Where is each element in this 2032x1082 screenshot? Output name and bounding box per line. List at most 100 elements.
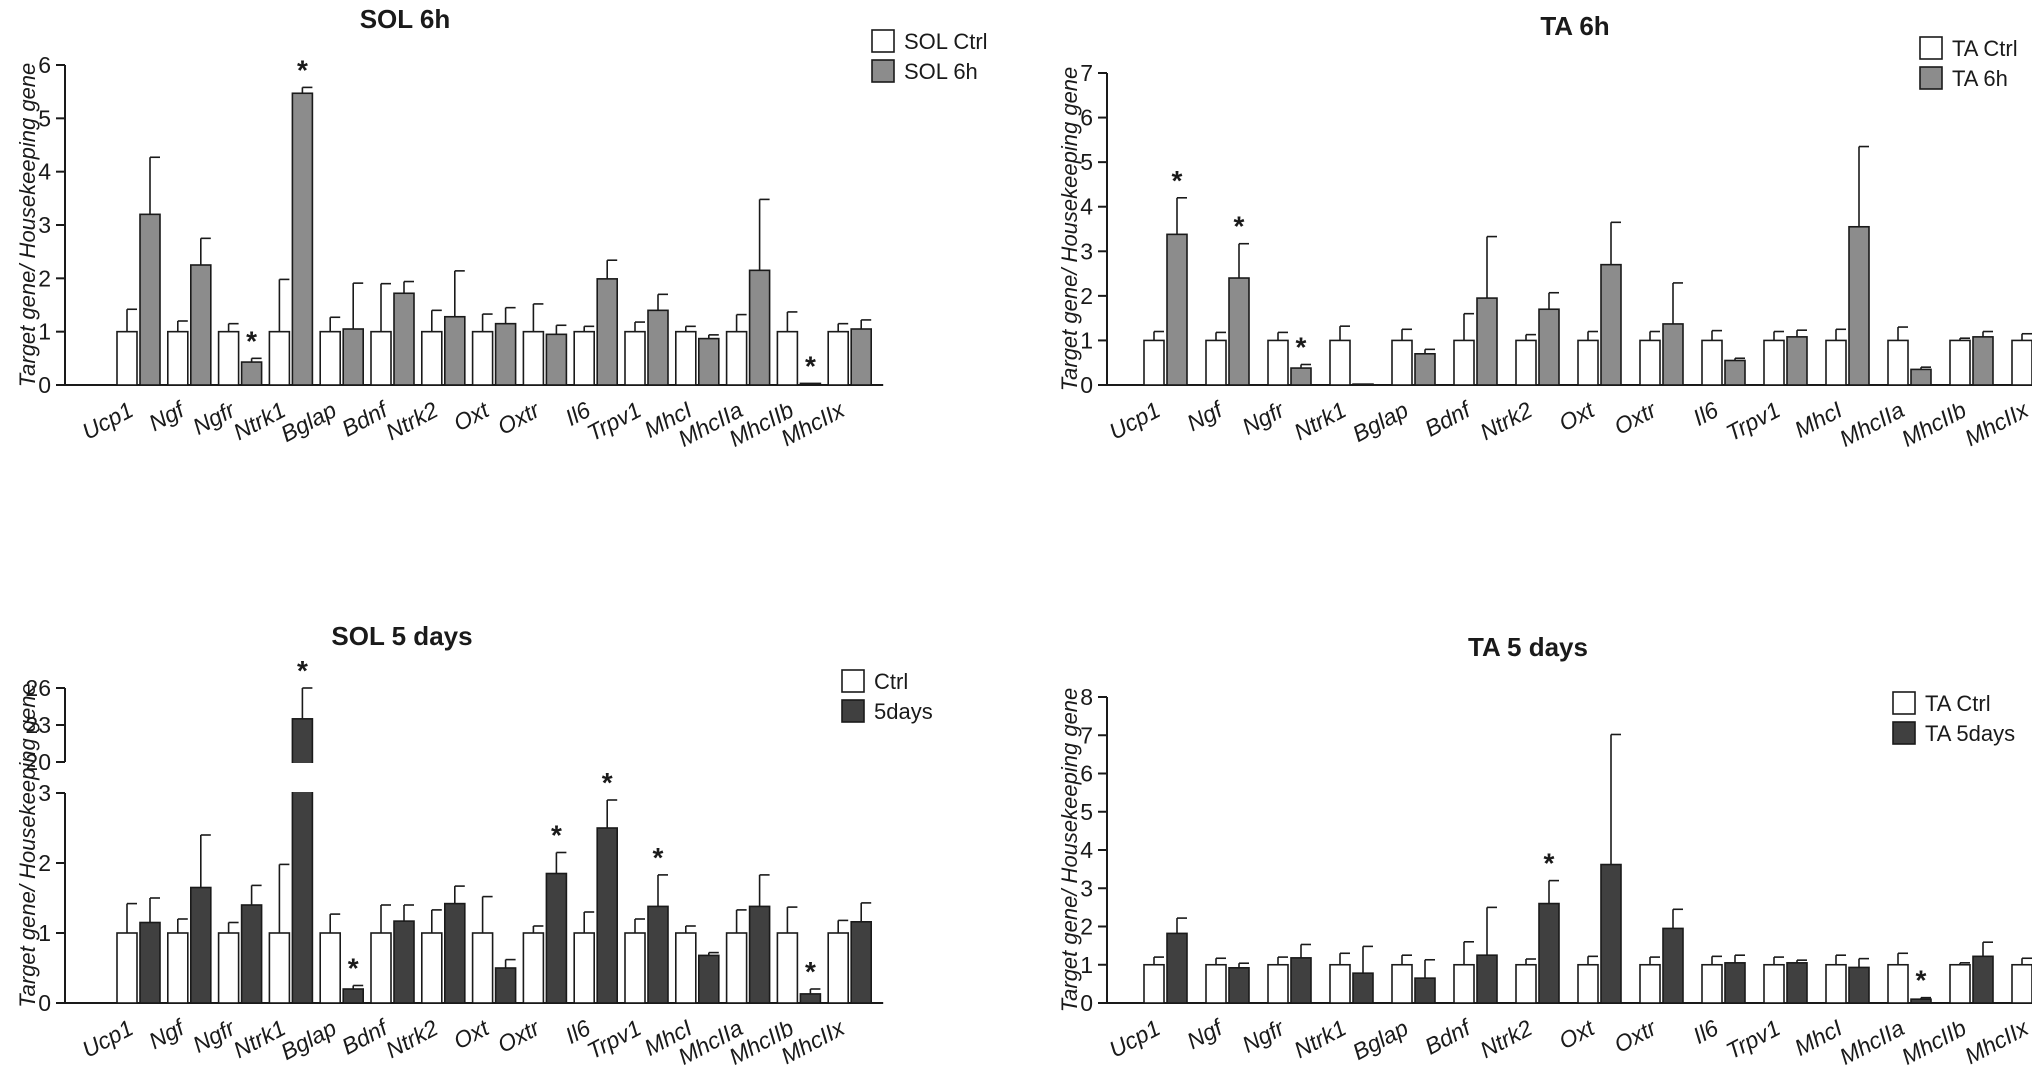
sol-5-days-y-tick-26: 26 xyxy=(25,675,51,701)
ta-5-days-x-tick-ntrk2: Ntrk2 xyxy=(1476,1014,1537,1063)
sol-5-days-bar-ctrl-ntrk1 xyxy=(268,932,291,1004)
sol-6h-bar-sol-6h-bdnf xyxy=(393,292,415,386)
ta-5-days-y-tick-0: 0 xyxy=(1080,990,1093,1016)
sol-6h-bar-sol-ctrl-bdnf xyxy=(370,330,392,386)
ta-6h-x-tick-mhciia: MhcIIa xyxy=(1835,396,1908,451)
ta-5-days-y-tick-1: 1 xyxy=(1080,952,1093,978)
ta-5-days-y-tick-7: 7 xyxy=(1080,722,1093,748)
sol-6h-bar-sol-6h-ntrk1 xyxy=(291,92,314,386)
sol-6h-title: SOL 6h xyxy=(360,4,451,34)
ta-5-days-x-tick-oxtr: Oxtr xyxy=(1610,1014,1662,1058)
sol-6h-significance-ntrk1: * xyxy=(297,54,308,85)
sol-6h-y-tick-0: 0 xyxy=(38,372,51,398)
sol-5-days-bar-ctrl-mhciia xyxy=(725,932,748,1004)
sol-5-days-bar-5days-oxt xyxy=(494,967,517,1004)
sol-6h-significance-ngfr: * xyxy=(246,325,257,356)
sol-6h-bar-sol-6h-mhciix xyxy=(850,328,873,386)
ta-5-days-legend-swatch-ta-5days xyxy=(1892,721,1916,745)
ta-6h-bar-ta-ctrl-trpv1 xyxy=(1763,339,1785,386)
sol-6h-y-tick-1: 1 xyxy=(38,319,51,345)
sol-6h-x-tick-ntrk2: Ntrk2 xyxy=(381,396,442,445)
sol-5-days-bar-5days-trpv1 xyxy=(647,905,669,1004)
sol-5-days-bar-ctrl-ucp1 xyxy=(116,932,138,1004)
sol-6h-x-tick-bglap: Bglap xyxy=(276,396,340,447)
ta-6h-bar-ta-ctrl-ngf xyxy=(1205,339,1227,386)
ta-6h-x-tick-mhciix: MhcIIx xyxy=(1960,396,2032,451)
ta-5-days-y-tick-2: 2 xyxy=(1080,914,1093,940)
ta-5-days-bar-ta-ctrl-oxt xyxy=(1577,963,1599,1004)
ta-6h-bar-ta-6h-ntrk1 xyxy=(1352,383,1374,386)
ta-6h-significance-ucp1: * xyxy=(1172,165,1183,196)
ta-5-days-bar-ta-ctrl-mhciib xyxy=(1949,963,1971,1004)
sol-5-days-bar-5days-ngfr xyxy=(240,904,263,1004)
ta-5-days-bar-ta-5days-trpv1 xyxy=(1786,962,1808,1004)
sol-6h-bar-sol-ctrl-trpv1 xyxy=(624,330,646,386)
sol-5-days-bar-ctrl-bdnf xyxy=(370,932,392,1004)
ta-6h-bar-ta-ctrl-mhciib xyxy=(1949,339,1971,386)
ta-5-days-bar-ta-5days-ucp1 xyxy=(1166,932,1188,1004)
ta-5-days-bar-ta-ctrl-trpv1 xyxy=(1763,963,1785,1004)
sol-5-days-x-tick-ngf: Ngf xyxy=(144,1013,190,1054)
sol-6h-bar-sol-6h-mhci xyxy=(697,337,720,386)
ta-5-days-bar-ta-5days-ntrk1 xyxy=(1352,972,1374,1004)
ta-5-days-legend-label-ta-ctrl: TA Ctrl xyxy=(1925,691,1991,716)
ta-6h-legend-label-ta-ctrl: TA Ctrl xyxy=(1952,36,2018,61)
sol-5-days-bar-5days-bglap xyxy=(342,988,365,1004)
ta-5-days-bar-ta-5days-mhci xyxy=(1848,966,1870,1004)
ta-5-days-significance-ntrk2: * xyxy=(1544,848,1555,879)
sol-5-days-bar-5days-ucp1 xyxy=(139,921,161,1004)
sol-5-days-bar-ctrl-mhciix xyxy=(827,932,850,1004)
sol-5-days-bar-5days-ngf xyxy=(190,886,212,1004)
ta-5-days-y-tick-5: 5 xyxy=(1080,799,1093,825)
ta-6h-x-tick-ucp1: Ucp1 xyxy=(1105,396,1165,444)
ta-6h-bar-ta-6h-trpv1 xyxy=(1786,336,1808,386)
ta-5-days-bar-ta-5days-mhciib xyxy=(1972,955,1994,1004)
ta-6h-x-tick-il6: Il6 xyxy=(1689,396,1723,430)
sol-5-days-legend-label-5days: 5days xyxy=(874,699,933,724)
sol-5-days-x-tick-ntrk2: Ntrk2 xyxy=(381,1014,442,1063)
ta-6h-y-tick-0: 0 xyxy=(1080,372,1093,398)
ta-6h-x-tick-oxt: Oxt xyxy=(1555,396,1600,437)
sol-5-days-bar-ctrl-trpv1 xyxy=(624,932,646,1004)
sol-5-days-significance-ntrk1: * xyxy=(297,655,308,686)
sol-6h-x-tick-ngfr: Ngfr xyxy=(188,396,240,440)
ta-6h-legend-label-ta-6h: TA 6h xyxy=(1952,66,2008,91)
sol-5-days-legend-swatch-ctrl xyxy=(841,669,865,693)
sol-6h-y-tick-4: 4 xyxy=(38,159,51,185)
ta-6h-x-tick-mhciib: MhcIIb xyxy=(1897,396,1970,451)
sol-5-days-bar-5days-bdnf xyxy=(393,920,415,1004)
ta-6h-bar-ta-6h-oxt xyxy=(1600,263,1622,386)
ta-6h-bar-ta-6h-ntrk2 xyxy=(1538,308,1560,386)
ta-5-days-x-tick-ngfr: Ngfr xyxy=(1238,1014,1290,1058)
ta-6h-bar-ta-ctrl-mhciix xyxy=(2011,339,2032,386)
sol-6h-bar-sol-6h-ntrk2 xyxy=(443,315,466,386)
ta-6h-bar-ta-ctrl-oxtr xyxy=(1639,339,1661,386)
ta-6h-y-tick-5: 5 xyxy=(1080,149,1093,175)
sol-6h-bar-sol-ctrl-mhciix xyxy=(827,330,850,386)
ta-5-days-bar-ta-5days-oxt xyxy=(1600,863,1622,1004)
ta-6h-bar-ta-6h-ngfr xyxy=(1290,367,1312,386)
sol-6h-bar-sol-6h-bglap xyxy=(342,328,365,386)
sol-5-days-x-tick-trpv1: Trpv1 xyxy=(583,1014,646,1064)
sol-5-days-y-tick-20: 20 xyxy=(25,749,51,775)
ta-6h-bar-ta-ctrl-ngfr xyxy=(1267,339,1289,386)
ta-6h-bar-ta-ctrl-il6 xyxy=(1701,339,1723,386)
sol-6h-bar-sol-ctrl-mhciia xyxy=(725,330,748,386)
ta-5-days-bar-ta-5days-il6 xyxy=(1724,962,1746,1004)
ta-6h-legend-swatch-ta-ctrl xyxy=(1919,36,1943,60)
sol-6h-bar-sol-ctrl-mhci xyxy=(674,330,697,386)
sol-6h-legend-swatch-sol-ctrl xyxy=(871,29,895,53)
sol-6h-x-tick-bdnf: Bdnf xyxy=(337,395,393,441)
sol-5-days-bar-5days-mhciix xyxy=(850,920,873,1004)
sol-5-days-axis-break-gap xyxy=(290,763,317,792)
ta-6h-x-tick-oxtr: Oxtr xyxy=(1610,396,1662,440)
sol-5-days-x-tick-bdnf: Bdnf xyxy=(337,1013,393,1059)
sol-6h-bar-sol-6h-il6 xyxy=(596,278,619,386)
ta-5-days-y-tick-6: 6 xyxy=(1080,761,1093,787)
sol-6h-bar-sol-6h-mhciia xyxy=(748,269,771,386)
sol-6h-y-tick-2: 2 xyxy=(38,265,51,291)
sol-5-days-bar-ctrl-oxtr xyxy=(522,932,545,1004)
ta-5-days-bar-ta-5days-ntrk2 xyxy=(1538,902,1560,1004)
ta-6h-y-tick-3: 3 xyxy=(1080,238,1093,264)
ta-5-days-y-tick-3: 3 xyxy=(1080,875,1093,901)
